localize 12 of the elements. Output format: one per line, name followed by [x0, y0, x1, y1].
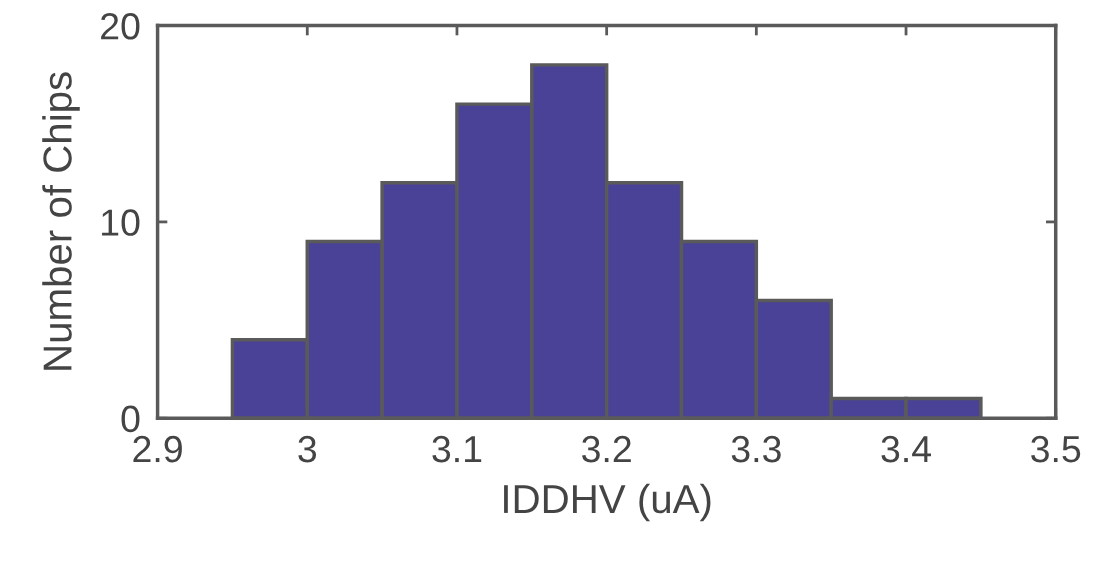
x-tick-label: 3.2: [582, 435, 631, 463]
y-tick-label: 10: [102, 209, 140, 236]
x-tick-label: 3.5: [1031, 435, 1081, 463]
y-tick-label: 20: [101, 13, 140, 40]
x-tick-label: 3.1: [432, 435, 482, 463]
y-tick-label: 0: [121, 405, 140, 433]
x-axis-title: IDDHV (uA): [504, 483, 711, 522]
x-tick-label: 3.4: [881, 435, 931, 463]
x-tick-label: 3: [298, 435, 317, 463]
x-tick-label: 3.3: [731, 435, 781, 463]
x-tick-label: 2.9: [133, 435, 182, 463]
y-axis-title: Number of Chips: [42, 72, 80, 370]
